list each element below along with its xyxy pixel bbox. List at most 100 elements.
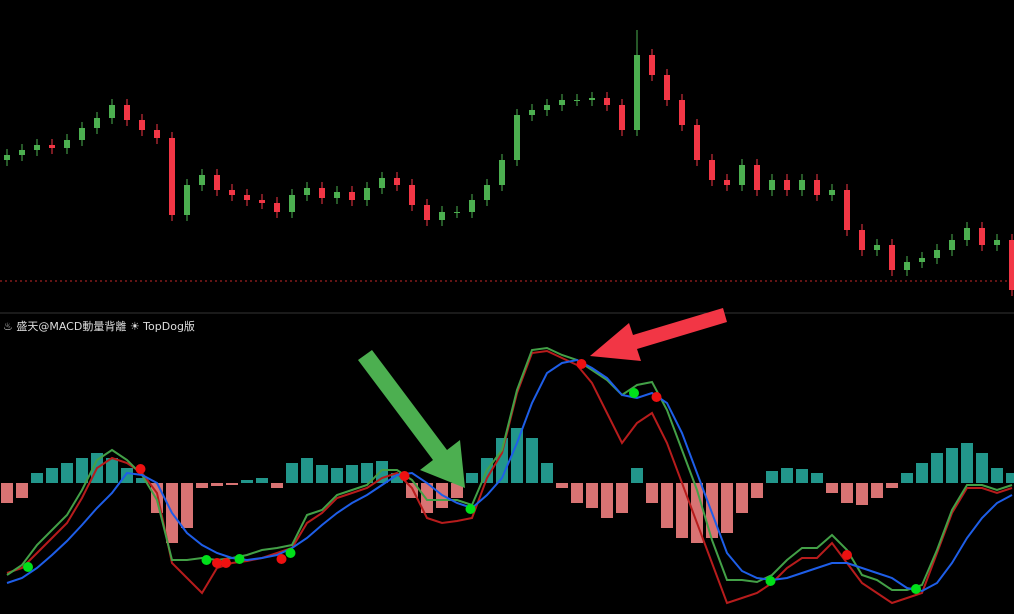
candle-body bbox=[859, 230, 865, 250]
candle-body bbox=[139, 120, 145, 130]
candle-body bbox=[274, 203, 280, 212]
candle-body bbox=[109, 105, 115, 118]
indicator-line bbox=[6, 349, 1013, 605]
candle-body bbox=[769, 180, 775, 190]
candle-body bbox=[199, 175, 205, 185]
candle-body bbox=[814, 180, 820, 195]
candle-body bbox=[169, 138, 175, 215]
candle-body bbox=[94, 118, 100, 128]
histogram-bar bbox=[571, 483, 583, 503]
candle-body bbox=[469, 200, 475, 212]
signal-dot bbox=[221, 558, 231, 568]
candle-body bbox=[799, 180, 805, 190]
histogram-bar bbox=[271, 483, 283, 488]
candle-body bbox=[934, 250, 940, 258]
candle-body bbox=[784, 180, 790, 190]
histogram-bar bbox=[856, 483, 868, 505]
candle-body bbox=[634, 55, 640, 130]
histogram-bar bbox=[301, 458, 313, 483]
signal-dot bbox=[576, 359, 587, 369]
histogram-bar bbox=[286, 463, 298, 483]
candle-body bbox=[334, 192, 340, 198]
candle-body bbox=[619, 105, 625, 130]
signal-dot bbox=[285, 548, 296, 558]
histogram-bar bbox=[991, 468, 1003, 483]
histogram-bar bbox=[841, 483, 853, 503]
candle-body bbox=[214, 175, 220, 190]
candle-body bbox=[79, 128, 85, 140]
histogram-bar bbox=[916, 463, 928, 483]
histogram-bar bbox=[331, 468, 343, 483]
candle-body bbox=[589, 98, 595, 100]
histogram-bar bbox=[661, 483, 673, 528]
price-panel bbox=[0, 30, 1014, 296]
candle-body bbox=[574, 100, 580, 101]
candle-body bbox=[679, 100, 685, 125]
candle-body bbox=[544, 105, 550, 110]
histogram-bar bbox=[181, 483, 193, 528]
candle-body bbox=[439, 212, 445, 220]
histogram-bar bbox=[556, 483, 568, 488]
signal-dot bbox=[276, 554, 287, 564]
histogram-bar bbox=[361, 463, 373, 483]
candle-body bbox=[259, 200, 265, 203]
signal-dot bbox=[234, 554, 245, 564]
histogram-bar bbox=[976, 453, 988, 483]
signal-dot bbox=[399, 471, 410, 481]
histogram-bar bbox=[961, 443, 973, 483]
histogram-bar bbox=[796, 469, 808, 483]
histogram-bar bbox=[526, 438, 538, 483]
candle-body bbox=[34, 145, 40, 150]
histogram-bar bbox=[601, 483, 613, 518]
red-arrow bbox=[590, 308, 727, 361]
histogram-bar bbox=[211, 483, 223, 486]
histogram-bar bbox=[106, 458, 118, 483]
signal-dot bbox=[842, 550, 852, 560]
candle-body bbox=[919, 258, 925, 262]
histogram-bar bbox=[421, 483, 433, 513]
candle-body bbox=[514, 115, 520, 160]
histogram-bar bbox=[751, 483, 763, 498]
histogram-bar bbox=[931, 453, 943, 483]
candle-body bbox=[19, 150, 25, 155]
candle-body bbox=[844, 190, 850, 230]
candle-body bbox=[379, 178, 385, 188]
histogram-bar bbox=[31, 473, 43, 483]
histogram-bar bbox=[811, 473, 823, 483]
candle-body bbox=[4, 155, 10, 160]
candle-body bbox=[559, 100, 565, 105]
histogram-bar bbox=[76, 458, 88, 483]
candle-body bbox=[874, 245, 880, 250]
candle-body bbox=[394, 178, 400, 185]
histogram-bar bbox=[826, 483, 838, 493]
histogram-bar bbox=[61, 463, 73, 483]
histogram-bar bbox=[541, 463, 553, 483]
signal-dot bbox=[135, 464, 146, 474]
candle-body bbox=[424, 205, 430, 220]
histogram-bar bbox=[616, 483, 628, 513]
histogram-bar bbox=[766, 471, 778, 483]
candle-body bbox=[889, 245, 895, 270]
candle-body bbox=[184, 185, 190, 215]
candle-body bbox=[154, 130, 160, 138]
candle-body bbox=[964, 228, 970, 240]
candle-body bbox=[304, 188, 310, 195]
signal-dot bbox=[765, 576, 776, 586]
candle-body bbox=[319, 188, 325, 198]
indicator-title: ♨ 盛天@MACD動量背離 ☀ TopDog版 bbox=[3, 319, 195, 333]
signal-dot bbox=[201, 555, 212, 565]
histogram-bar bbox=[16, 483, 28, 498]
histogram-bar bbox=[646, 483, 658, 503]
green-arrow bbox=[358, 350, 465, 488]
histogram-bar bbox=[121, 468, 133, 483]
histogram-bar bbox=[466, 473, 478, 483]
candle-body bbox=[694, 125, 700, 160]
candle-body bbox=[829, 190, 835, 195]
histogram-bar bbox=[631, 468, 643, 483]
signal-dot bbox=[465, 504, 476, 514]
histogram-bar bbox=[316, 465, 328, 483]
candle-body bbox=[994, 240, 1000, 245]
candle-body bbox=[754, 165, 760, 190]
